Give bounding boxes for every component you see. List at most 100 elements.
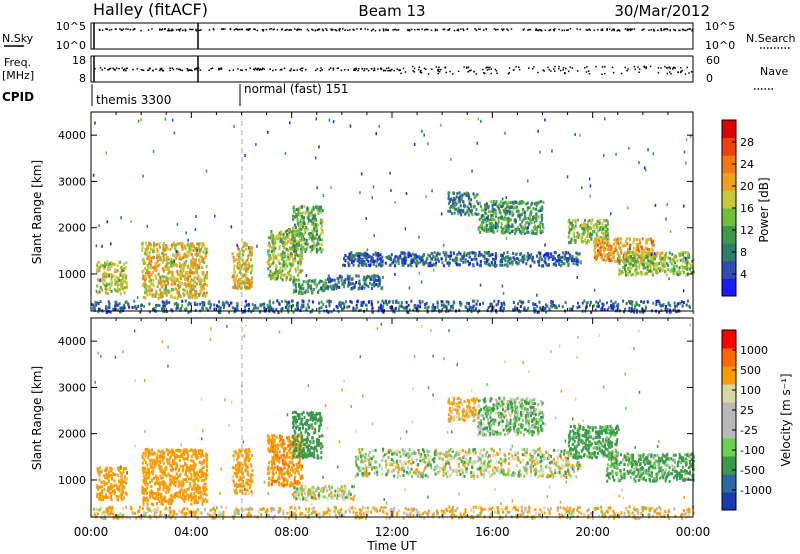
heatmap-cell [585,241,588,245]
heatmap-cell [324,278,327,282]
heatmap-cell [526,201,529,205]
heatmap-cell [119,271,122,275]
heatmap-cell [167,272,170,275]
heatmap-cell [272,237,274,241]
heatmap-cell [692,310,695,314]
freq-point [494,68,497,71]
heatmap-cell [165,284,167,288]
heatmap-cell [316,186,318,190]
heatmap-cell [503,307,505,310]
heatmap-cell [195,268,198,272]
heatmap-cell [232,255,235,259]
power-colorbar-label: Power [dB] [757,177,771,242]
heatmap-cell [605,234,608,238]
freq-point [437,72,439,75]
heatmap-cell [306,282,309,286]
noise-point [628,28,630,31]
heatmap-cell [400,251,403,255]
heatmap-cell [480,119,482,123]
heatmap-cell [639,261,642,265]
freq-point [638,68,641,70]
heatmap-cell [155,289,158,293]
noise-point [394,28,396,31]
heatmap-cell [107,263,110,267]
heatmap-cell [247,267,250,271]
heatmap-cell [155,243,158,246]
heatmap-cell [434,255,437,259]
heatmap-cell [692,258,695,262]
heatmap-cell [642,259,645,263]
heatmap-cell [165,275,168,279]
heatmap-cell [117,308,120,312]
heatmap-cell [288,231,291,235]
heatmap-cell [638,255,641,259]
heatmap-cell [233,275,236,279]
heatmap-cell [272,246,275,250]
heatmap-cell [500,225,503,229]
heatmap-cell [250,253,253,257]
heatmap-cell [340,305,342,308]
noise-point [314,29,317,31]
heatmap-cell [117,286,119,290]
heatmap-cell [333,278,336,282]
heatmap-cell [349,124,352,128]
heatmap-cell [455,207,457,211]
heatmap-cell [623,264,626,268]
heatmap-cell [315,243,318,247]
heatmap-cell [282,236,285,240]
heatmap-cell [299,262,302,266]
heatmap-cell [520,200,523,203]
heatmap-cell [518,299,521,303]
heatmap-cell [654,252,656,256]
heatmap-cell [341,301,344,305]
heatmap-cell [411,252,414,256]
heatmap-cell [239,265,242,269]
heatmap-cell [654,268,657,272]
heatmap-cell [622,266,625,269]
heatmap-cell [453,204,456,208]
freq-point [320,67,322,69]
noise-point [331,29,333,31]
heatmap-cell [505,263,508,267]
heatmap-cell [291,255,294,259]
heatmap-cell [522,218,525,222]
heatmap-cell [552,255,555,259]
heatmap-cell [306,242,309,246]
heatmap-cell [650,253,653,256]
heatmap-cell [587,225,590,229]
heatmap-cell [242,245,245,248]
heatmap-cell [537,209,540,213]
heatmap-cell [528,220,531,224]
heatmap-cell [292,242,295,245]
heatmap-cell [589,194,591,198]
heatmap-cell [535,219,538,223]
heatmap-cell [235,274,238,277]
heatmap-cell [343,263,346,267]
heatmap-cell [505,201,508,205]
heatmap-cell [320,243,323,246]
noise-point [554,28,556,30]
heatmap-cell [528,206,531,210]
heatmap-cell [448,261,451,265]
heatmap-cell [375,132,377,136]
heatmap-cell [636,271,639,275]
heatmap-cell [241,249,244,253]
heatmap-cell [289,254,292,258]
heatmap-cell [190,286,193,290]
heatmap-cell [278,271,281,274]
noise-point [347,29,349,31]
freq-point [353,69,355,71]
noise-point [338,28,340,31]
heatmap-cell [352,308,355,312]
heatmap-cell [562,251,564,255]
noise-point [566,29,568,31]
heatmap-cell [428,254,431,258]
heatmap-cell [162,304,165,308]
heatmap-cell [663,254,666,258]
heatmap-cell [358,279,361,283]
heatmap-cell [595,243,598,247]
heatmap-cell [142,174,144,178]
noise-point [540,29,542,31]
heatmap-cell [604,247,607,251]
heatmap-cell [413,253,415,257]
